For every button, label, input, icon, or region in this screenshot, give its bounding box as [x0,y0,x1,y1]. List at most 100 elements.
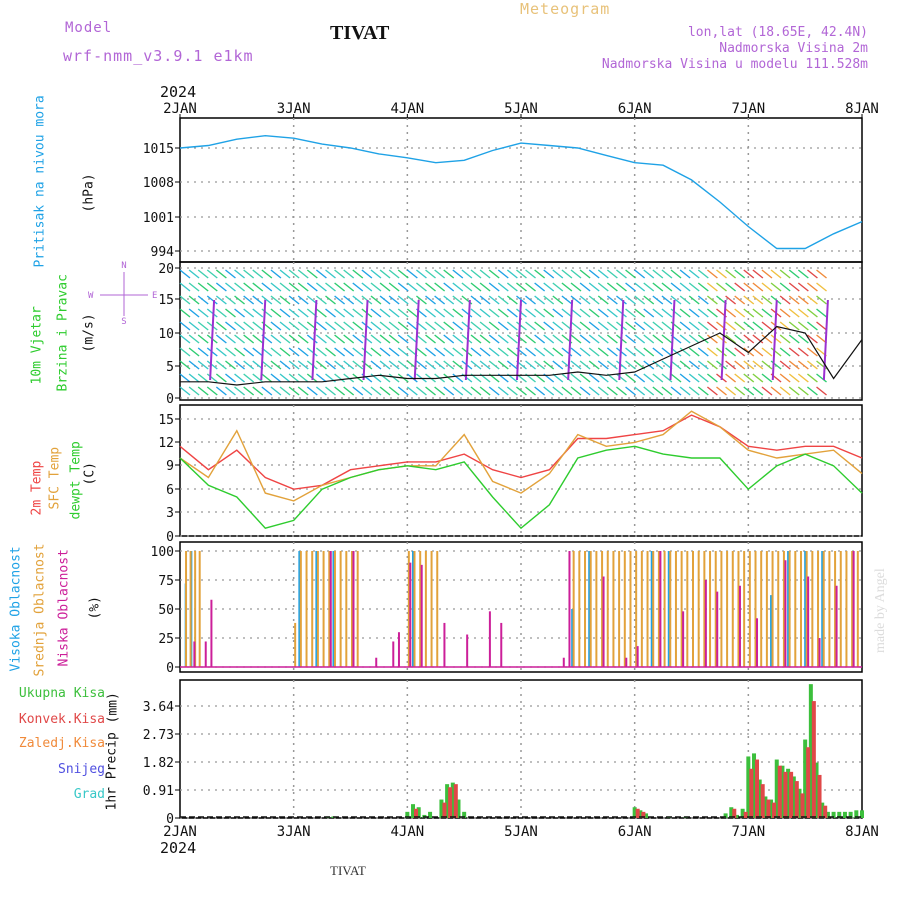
model-elevation-text: Nadmorska Visina u modelu 111.528m [601,57,868,72]
wind-barb [206,308,218,318]
wind-barb [488,321,500,331]
precip-bar-1 [749,768,754,818]
wind-barb [652,334,664,344]
wind-barb [716,347,727,357]
wind-barb [206,386,218,396]
ytick-label-temperature: 12 [158,436,174,451]
wind-barb [315,360,327,370]
wind-barb [670,308,682,318]
wind-barb [352,308,364,318]
wind-barb [534,321,546,331]
wind-barb [670,386,682,396]
wind-barb [606,386,618,396]
wind-barb [770,334,782,344]
compass-s: S [121,317,126,327]
wind-barb [588,373,600,383]
wind-barb [643,321,655,331]
wind-barb [807,334,818,344]
wind-barb [188,269,200,279]
wind-barb [579,295,591,305]
wind-barb-strong [260,299,267,381]
wind-barb [679,334,691,344]
ytick-label-pressure: 1015 [143,142,174,157]
wind-barb [706,269,718,279]
wind-barb [297,321,309,331]
precip-bar-1 [817,774,822,818]
wind-barb [561,360,573,370]
wind-barb [461,308,473,318]
wind-barb [652,373,664,383]
wind-barb [797,282,809,292]
wind-barb [479,308,491,318]
wind-barb [697,308,709,318]
wind-barb [688,269,700,279]
wind-barb [352,321,364,331]
wind-barb [606,360,618,370]
wind-barb [334,321,346,331]
precip-bar-1 [453,784,458,818]
wind-barb [488,282,500,292]
wind-barb [807,269,818,279]
wind-barb [643,295,655,305]
precip-bar-1 [448,787,453,818]
wind-barb [397,269,409,279]
wind-barb [752,386,764,396]
wind-barb [597,321,609,331]
precip-bar-0 [757,779,762,818]
wind-barb [479,334,491,344]
wind-barb [197,321,209,331]
wind-barb [552,373,564,383]
wind-barb [261,360,273,370]
ytick-label-wind: 20 [158,262,174,277]
wind-barb [770,347,782,357]
wind-barb [661,373,673,383]
wind-barb [197,334,209,344]
wind-barb [706,386,718,396]
precip-bar-0 [797,788,802,818]
wind-barb [597,269,609,279]
wind-barb [270,269,282,279]
compass-e: E [152,291,157,301]
wind-barb-strong [516,299,522,381]
wind-barb [497,386,509,396]
precip-bar-0 [803,739,808,818]
wind-barb [525,321,536,331]
wind-barb [525,386,536,396]
wind-barb [215,334,227,344]
legend-total-rain: Ukupna Kisa [18,686,105,701]
wind-barb [197,347,209,357]
precip-bar-0 [791,776,796,818]
wind-barb [297,347,309,357]
wind-barb [297,334,309,344]
wind-barb [179,308,191,318]
year-label-bottom: 2024 [160,839,197,857]
wind-barb [352,269,364,279]
wind-barb [697,321,709,331]
wind-barb [797,269,809,279]
wind-barb [452,269,464,279]
wind-barb [370,347,382,357]
wind-barb [325,295,336,305]
wind-barb [370,373,382,383]
wind-barb [325,282,336,292]
wind-barb [797,347,809,357]
wind-barb [552,347,564,357]
wind-barb [443,282,455,292]
wind-barb [443,308,455,318]
wind-barb [215,269,227,279]
wind-barb [734,373,746,383]
wind-barb [325,269,336,279]
wind-barb [434,282,446,292]
wind-barb [379,347,391,357]
wind-barb [652,360,664,370]
wind-barb [270,295,282,305]
wind-barb [634,295,646,305]
wind-barb [688,295,700,305]
wind-barb [488,295,500,305]
wind-barb [725,295,737,305]
wind-barb [597,386,609,396]
wind-barb [643,282,655,292]
coords-text: lon,lat (18.65E, 42.4N) [687,25,868,40]
precip-bar-0 [763,796,768,818]
wind-barb [370,386,382,396]
